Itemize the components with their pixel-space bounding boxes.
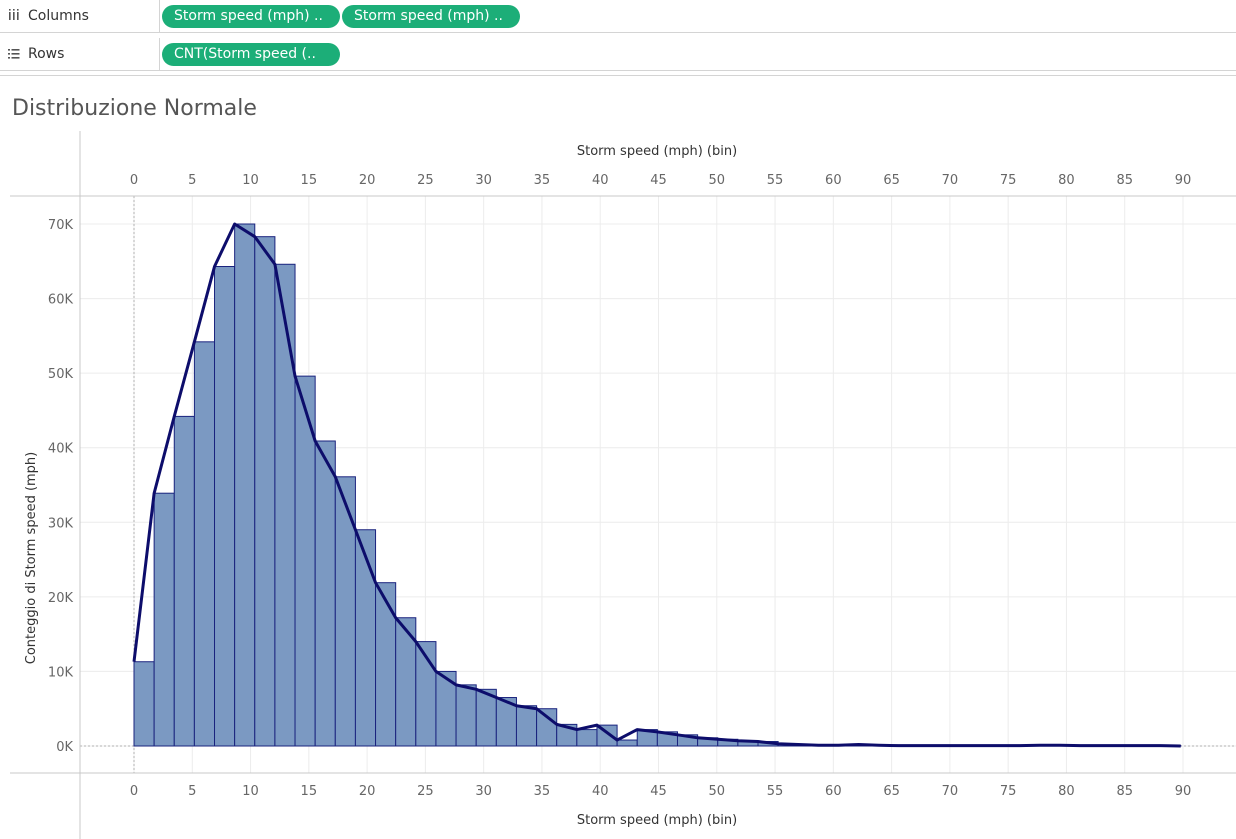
x-tick-label-bottom: 55 xyxy=(767,784,784,799)
x-tick-label-bottom: 45 xyxy=(650,784,667,799)
columns-label: Columns xyxy=(28,8,89,24)
x-tick-label-top: 70 xyxy=(942,173,959,188)
histogram-bar xyxy=(456,685,476,746)
x-tick-label-top: 35 xyxy=(534,173,551,188)
x-tick-label-bottom: 90 xyxy=(1175,784,1192,799)
columns-icon xyxy=(8,8,20,22)
rows-label: Rows xyxy=(28,46,64,62)
histogram-bar xyxy=(537,709,557,746)
x-tick-label-top: 45 xyxy=(650,173,667,188)
columns-pill-2[interactable]: Storm speed (mph) .. xyxy=(342,5,520,28)
x-tick-label-bottom: 70 xyxy=(942,784,959,799)
rows-shelf-label: Rows xyxy=(0,38,160,71)
x-tick-label-top: 20 xyxy=(359,173,376,188)
chart-sheet: Distribuzione Normale 0 5 10 15 20 25 30 35 40 45… xyxy=(0,75,1236,839)
x-tick-label-bottom: 35 xyxy=(534,784,551,799)
y-axis: 0K 10K 20K 30K 40K 50K 60K 70K xyxy=(48,218,74,755)
x-tick-label-bottom: 20 xyxy=(359,784,376,799)
histogram-bar xyxy=(255,237,275,746)
y-tick-label: 70K xyxy=(48,218,74,233)
histogram-chart: Distribuzione Normale 0 5 10 15 20 25 30 35 40 45… xyxy=(0,76,1236,839)
histogram-bar xyxy=(335,477,355,746)
x-tick-label-bottom: 50 xyxy=(709,784,726,799)
histogram-bars xyxy=(134,224,1181,746)
x-tick-label-top: 90 xyxy=(1175,173,1192,188)
y-tick-label: 10K xyxy=(48,665,74,680)
x-tick-label-bottom: 75 xyxy=(1000,784,1017,799)
x-tick-label-top: 15 xyxy=(301,173,318,188)
x-tick-label-bottom: 0 xyxy=(130,784,138,799)
x-tick-label-top: 60 xyxy=(825,173,842,188)
histogram-bar xyxy=(577,730,597,746)
chart-title: Distribuzione Normale xyxy=(12,96,257,121)
x-tick-label-bottom: 5 xyxy=(188,784,196,799)
y-tick-label: 60K xyxy=(48,293,74,308)
histogram-bar xyxy=(154,493,174,746)
y-tick-label: 40K xyxy=(48,442,74,457)
x-tick-label-top: 65 xyxy=(883,173,900,188)
x-tick-label-bottom: 60 xyxy=(825,784,842,799)
x-tick-label-top: 10 xyxy=(242,173,259,188)
y-tick-label: 0K xyxy=(56,740,73,755)
histogram-bar xyxy=(355,530,375,746)
histogram-bar xyxy=(516,706,536,746)
x-tick-label-bottom: 80 xyxy=(1058,784,1075,799)
x-tick-label-top: 40 xyxy=(592,173,609,188)
x-tick-label-top: 50 xyxy=(709,173,726,188)
x-tick-label-bottom: 10 xyxy=(242,784,259,799)
y-tick-label: 50K xyxy=(48,367,74,382)
columns-shelf: Columns Storm speed (mph) .. Storm speed… xyxy=(0,0,1236,33)
x-tick-label-top: 5 xyxy=(188,173,196,188)
histogram-bar xyxy=(215,267,235,746)
histogram-bar xyxy=(275,264,295,746)
histogram-bar xyxy=(134,662,154,746)
x-tick-label-bottom: 25 xyxy=(417,784,434,799)
x-tick-label-bottom: 85 xyxy=(1116,784,1133,799)
histogram-bar xyxy=(174,416,194,746)
x-tick-label-top: 25 xyxy=(417,173,434,188)
x-tick-label-bottom: 15 xyxy=(301,784,318,799)
histogram-bar xyxy=(315,441,335,746)
x-axis-bottom: 0 5 10 15 20 25 30 35 40 45 50 55 60 65 70 75 80 85 90 xyxy=(130,784,1191,799)
x-tick-label-top: 75 xyxy=(1000,173,1017,188)
y-axis-title: Conteggio di Storm speed (mph) xyxy=(24,452,39,664)
histogram-bar xyxy=(194,342,214,746)
rows-pill-1[interactable]: CNT(Storm speed (.. xyxy=(162,43,340,66)
columns-shelf-label: Columns xyxy=(0,0,160,33)
x-tick-label-bottom: 30 xyxy=(475,784,492,799)
y-tick-label: 20K xyxy=(48,591,74,606)
rows-shelf: Rows CNT(Storm speed (.. xyxy=(0,38,1236,71)
histogram-bar xyxy=(235,224,255,746)
x-axis-top: 0 5 10 15 20 25 30 35 40 45 50 55 60 65 70 75 80 85 90 xyxy=(130,173,1191,188)
x-axis-title-top: Storm speed (mph) (bin) xyxy=(577,144,737,159)
x-tick-label-top: 80 xyxy=(1058,173,1075,188)
x-tick-label-top: 30 xyxy=(475,173,492,188)
y-tick-label: 30K xyxy=(48,516,74,531)
x-tick-label-bottom: 65 xyxy=(883,784,900,799)
columns-pill-1[interactable]: Storm speed (mph) .. xyxy=(162,5,340,28)
histogram-bar xyxy=(617,740,637,746)
x-tick-label-top: 55 xyxy=(767,173,784,188)
histogram-bar xyxy=(376,583,396,746)
x-tick-label-top: 85 xyxy=(1116,173,1133,188)
rows-icon xyxy=(8,46,20,60)
x-tick-label-top: 0 xyxy=(130,173,138,188)
x-axis-title-bottom: Storm speed (mph) (bin) xyxy=(577,813,737,828)
x-tick-label-bottom: 40 xyxy=(592,784,609,799)
